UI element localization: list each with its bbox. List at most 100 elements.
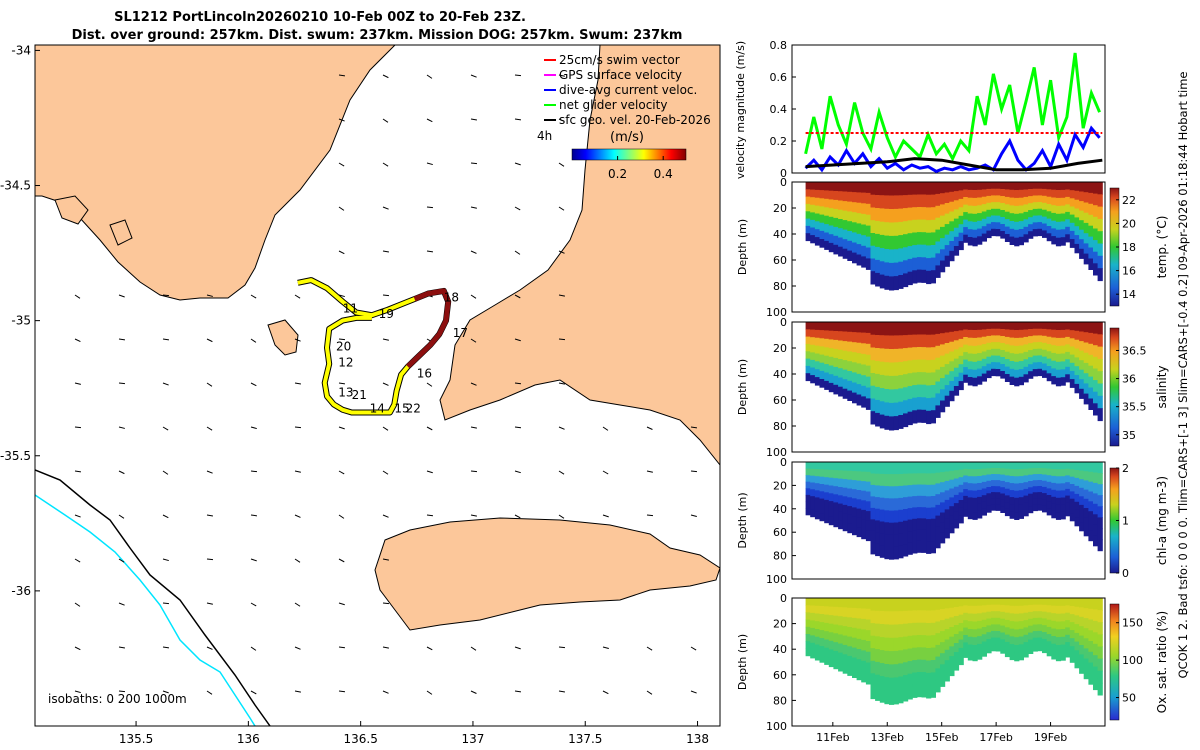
section-cell xyxy=(1042,335,1048,344)
section-cell xyxy=(916,409,923,423)
section-cell xyxy=(879,182,885,196)
section-cell xyxy=(926,385,932,399)
section-cell xyxy=(907,623,913,637)
section-cell xyxy=(935,357,941,371)
section-cell xyxy=(1069,230,1075,240)
section-cell xyxy=(981,508,987,516)
section-cell xyxy=(805,634,811,642)
section-cell xyxy=(852,657,858,668)
section-cell xyxy=(1037,195,1043,203)
section-cell xyxy=(912,647,918,661)
section-cell xyxy=(949,462,955,472)
current-vector-arrow xyxy=(294,426,302,429)
section-cell xyxy=(1032,637,1038,645)
section-colorbar-tick-label: 35.5 xyxy=(1122,401,1147,414)
section-cell xyxy=(1023,366,1029,375)
section-cell xyxy=(1004,374,1011,382)
section-cell xyxy=(870,258,876,272)
section-cell xyxy=(819,506,825,514)
section-cell xyxy=(1037,604,1043,612)
section-cell xyxy=(875,373,881,388)
section-cell xyxy=(1028,343,1034,351)
section-cell xyxy=(944,480,950,491)
section-cell xyxy=(916,473,923,486)
section-cell xyxy=(958,330,964,340)
section-cell xyxy=(963,182,969,191)
section-cell xyxy=(1069,630,1075,639)
section-cell xyxy=(1097,268,1103,282)
section-cell xyxy=(847,470,853,481)
current-vector-arrow xyxy=(162,514,169,519)
section-cell xyxy=(1051,462,1057,470)
section-cell xyxy=(991,222,997,230)
current-vector-arrow xyxy=(382,118,389,123)
section-cell xyxy=(995,504,1001,511)
section-cell xyxy=(921,384,927,398)
section-cell xyxy=(963,374,969,383)
section-cell xyxy=(972,205,978,215)
section-cell xyxy=(842,350,848,361)
section-cell xyxy=(986,356,992,365)
section-cell xyxy=(903,509,909,522)
section-cell xyxy=(842,504,848,515)
section-cell xyxy=(879,509,885,523)
section-cell xyxy=(810,359,816,369)
section-cell xyxy=(1028,196,1034,204)
section-cell xyxy=(893,182,899,196)
section-cell xyxy=(893,416,899,431)
section-y-tick-label: 40 xyxy=(773,228,787,241)
section-cell xyxy=(1051,605,1057,614)
section-cell xyxy=(1009,483,1015,491)
current-vector-arrow xyxy=(558,690,566,693)
section-cell xyxy=(958,500,964,509)
section-y-tick-label: 0 xyxy=(780,176,787,189)
section-cell xyxy=(958,656,964,666)
section-cell xyxy=(995,335,1001,343)
section-cell xyxy=(949,201,955,213)
section-cell xyxy=(981,351,987,360)
date-tick-label: 15Feb xyxy=(925,731,958,744)
current-vector-arrow xyxy=(338,162,345,167)
section-cell xyxy=(1018,462,1024,470)
section-cell xyxy=(1055,213,1062,223)
section-cell xyxy=(1093,609,1099,622)
section-cell xyxy=(1079,341,1085,352)
section-cell xyxy=(958,215,964,225)
section-cell xyxy=(1023,642,1029,651)
section-cell xyxy=(865,182,872,194)
section-cell xyxy=(898,208,904,223)
section-cell xyxy=(838,470,844,480)
section-cell xyxy=(852,212,858,223)
section-cell xyxy=(893,375,899,390)
section-cell xyxy=(1042,645,1048,654)
section-cell xyxy=(981,182,987,190)
section-cell xyxy=(1051,205,1057,214)
section-cell xyxy=(1074,330,1080,341)
section-cell xyxy=(865,343,872,356)
section-cell xyxy=(810,509,816,518)
track-day-label: 11 xyxy=(343,302,358,316)
section-cell xyxy=(1028,217,1034,225)
section-cell xyxy=(907,473,913,486)
section-cell xyxy=(833,606,839,617)
map-x-axis: 135.5 136 136.5 137 137.5 138 xyxy=(119,721,709,746)
section-cell xyxy=(1032,208,1038,217)
section-cell xyxy=(903,374,909,388)
section-cell xyxy=(935,381,941,394)
section-cell xyxy=(991,468,997,475)
section-cell xyxy=(1042,322,1048,330)
section-colorbar-tick-label: 18 xyxy=(1122,241,1136,254)
section-cell xyxy=(828,493,834,502)
current-vector-arrow xyxy=(470,74,477,78)
section-cell xyxy=(926,270,932,285)
section-cell xyxy=(861,192,867,204)
section-cell xyxy=(1074,243,1080,254)
section-cell xyxy=(838,634,844,645)
section-cell xyxy=(1023,219,1029,228)
section-cell xyxy=(1093,535,1099,547)
section-cell xyxy=(1051,496,1057,505)
section-cell xyxy=(838,487,844,496)
section-cell xyxy=(879,221,885,236)
section-cell xyxy=(991,598,997,606)
section-cell xyxy=(879,473,885,487)
